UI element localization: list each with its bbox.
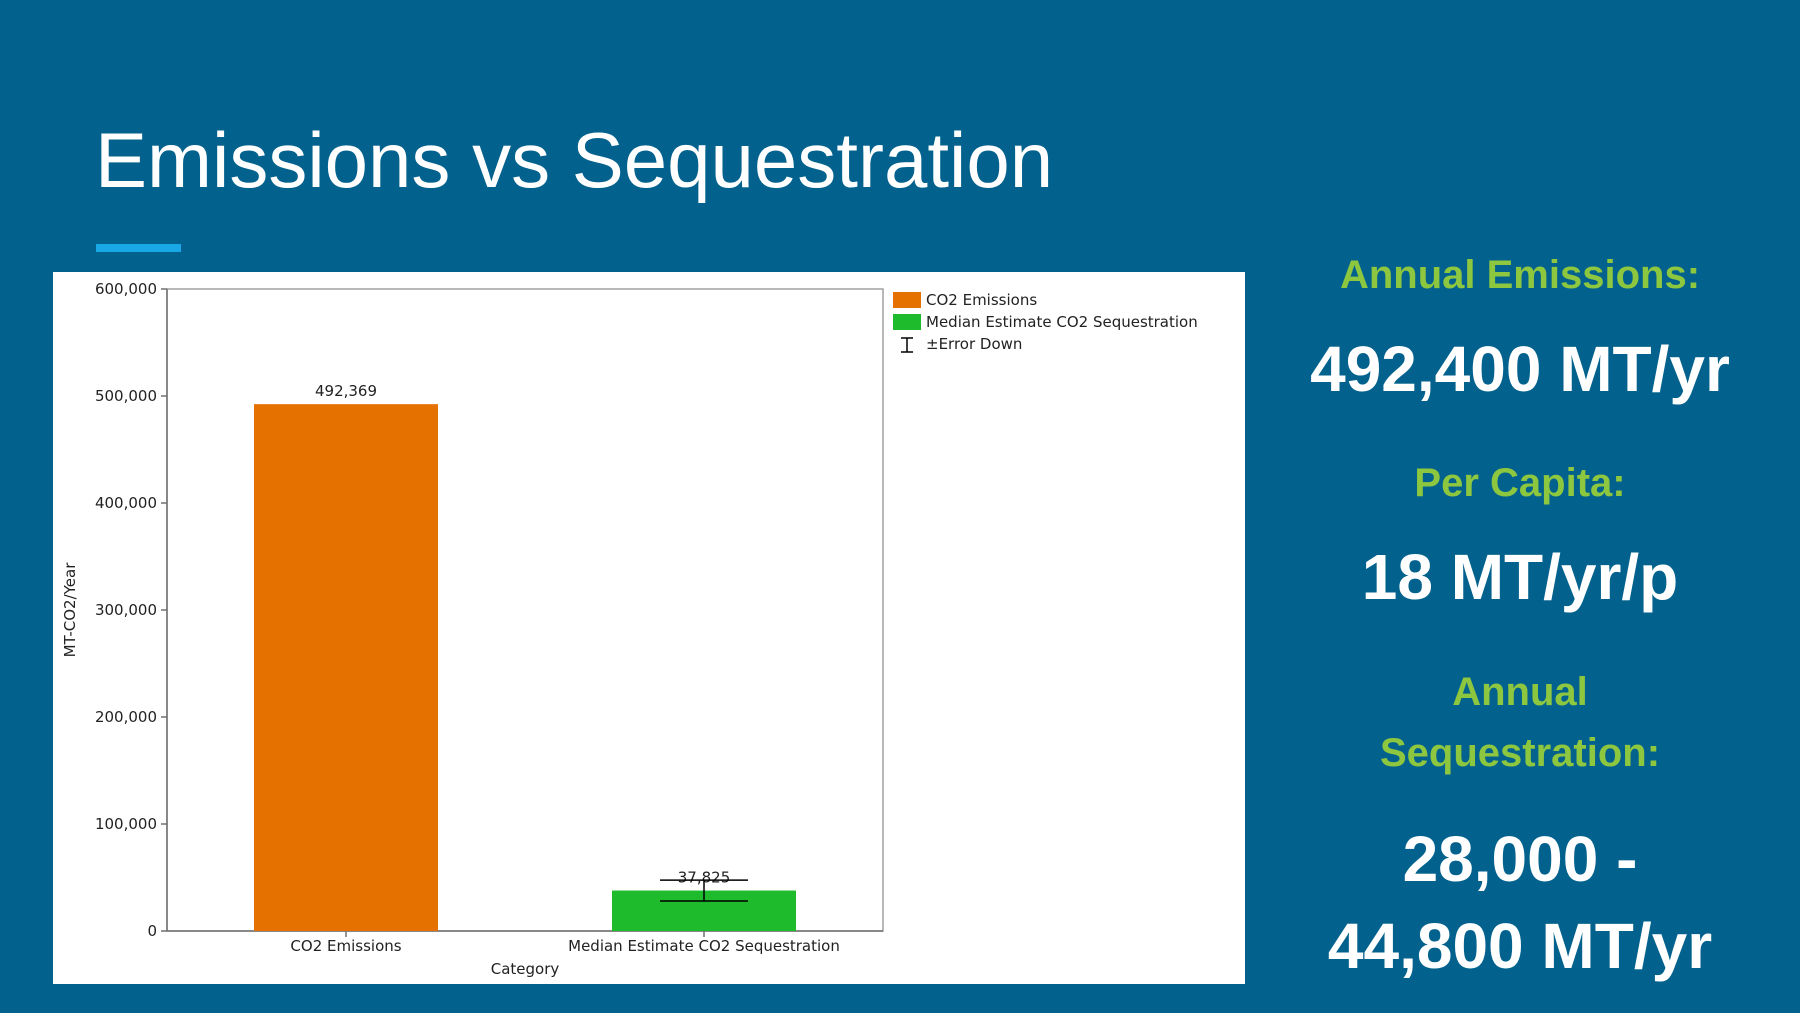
bar-chart: 0 100,000 200,000 300,000 400,000 500,000 600,… <box>61 280 1198 978</box>
per-capita-value: 18 MT/yr/p <box>1361 541 1679 613</box>
annual-sequestration-value-line1: 28,000 - <box>1402 823 1638 895</box>
x-axis-title: Category <box>491 960 560 978</box>
title-accent-bar <box>96 244 181 252</box>
per-capita-label: Per Capita: <box>1414 461 1626 505</box>
y-tick-label: 200,000 <box>95 708 157 726</box>
legend-label: CO2 Emissions <box>926 291 1037 309</box>
annual-sequestration-label-line2: Sequestration: <box>1379 731 1661 775</box>
bar-data-label: 492,369 <box>315 382 377 400</box>
bar-data-label: 37,825 <box>678 869 731 887</box>
y-tick-label: 600,000 <box>95 280 157 298</box>
annual-emissions-label: Annual Emissions: <box>1339 253 1701 297</box>
y-tick-label: 0 <box>147 922 157 940</box>
legend-label: Median Estimate CO2 Sequestration <box>926 313 1198 331</box>
annual-emissions-value: 492,400 MT/yr <box>1310 333 1730 405</box>
chart-panel: 0 100,000 200,000 300,000 400,000 500,000 600,… <box>53 272 1245 984</box>
legend-swatch <box>893 314 921 330</box>
legend-label: ±Error Down <box>926 335 1022 353</box>
bar-co2-emissions <box>254 404 438 931</box>
annual-sequestration-label-line1: Annual <box>1452 670 1588 714</box>
annual-sequestration-value-line2: 44,800 MT/yr <box>1327 910 1713 982</box>
y-tick-label: 100,000 <box>95 815 157 833</box>
y-tick-label: 300,000 <box>95 601 157 619</box>
x-tick-label: CO2 Emissions <box>290 937 401 955</box>
y-tick-label: 400,000 <box>95 494 157 512</box>
slide-title: Emissions vs Sequestration <box>95 116 1054 204</box>
legend-swatch <box>893 292 921 308</box>
x-tick-label: Median Estimate CO2 Sequestration <box>568 937 840 955</box>
y-tick-label: 500,000 <box>95 387 157 405</box>
y-axis-title: MT-CO2/Year <box>61 562 79 658</box>
